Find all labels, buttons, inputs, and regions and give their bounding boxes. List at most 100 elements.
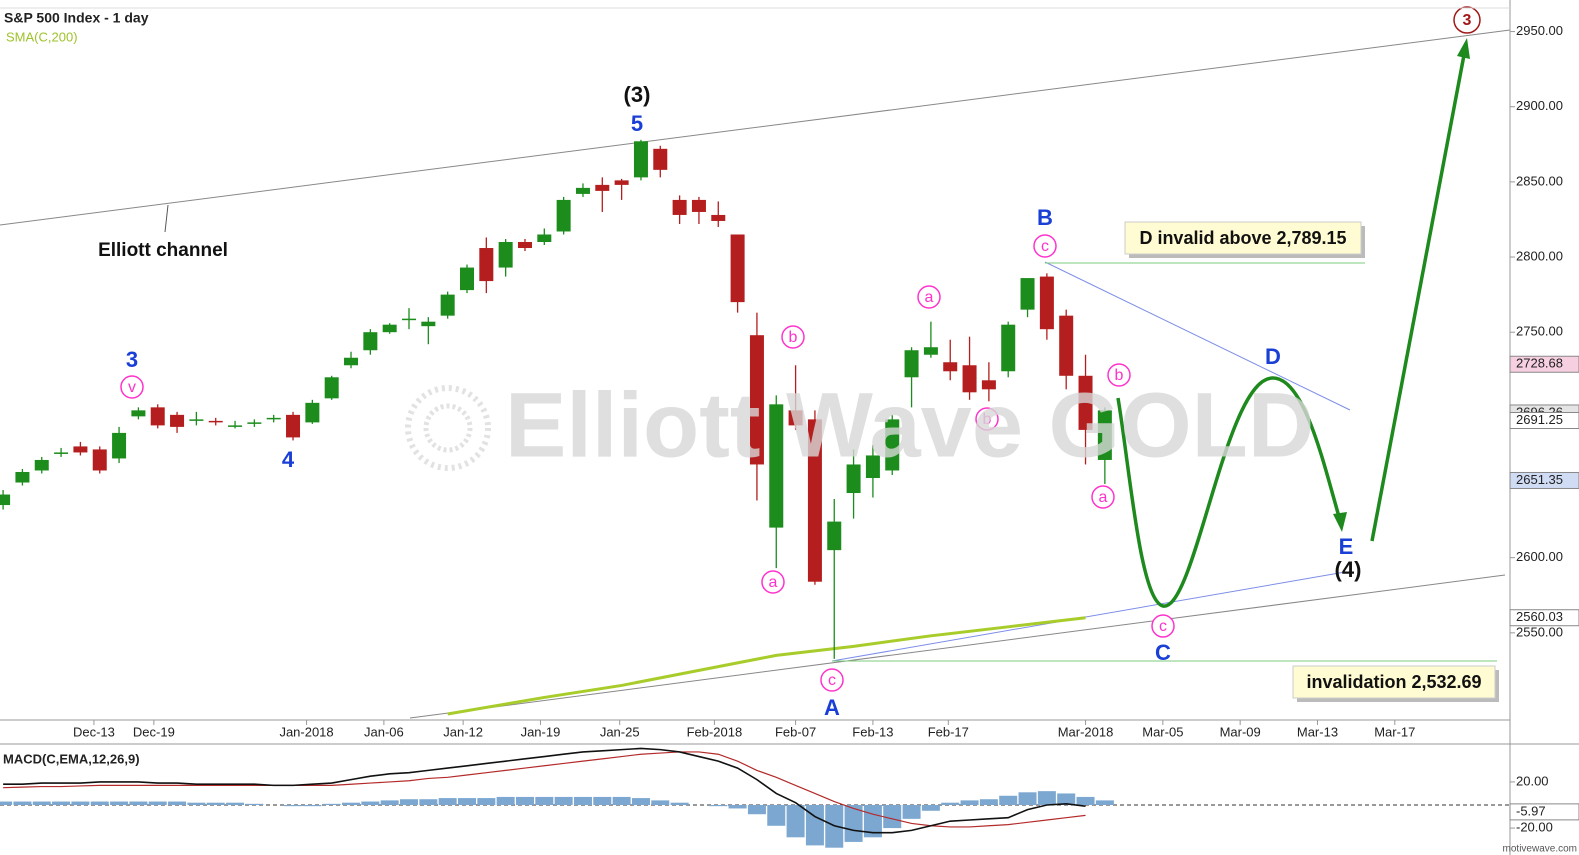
candle-body (324, 377, 339, 399)
candle-body (904, 350, 919, 378)
y-tick-label: 2550.00 (1516, 624, 1563, 639)
candle-body (807, 419, 822, 582)
histogram-bar (380, 800, 399, 805)
y-tick-label: 2750.00 (1516, 324, 1563, 339)
histogram-bar (554, 796, 573, 805)
candle-body (73, 446, 88, 453)
y-tick-label: 2850.00 (1516, 173, 1563, 188)
wave-label: c (1159, 618, 1167, 635)
x-tick-label: Jan-25 (600, 724, 640, 739)
histogram-bar (303, 805, 322, 807)
histogram-bar (902, 805, 921, 819)
histogram-bar (670, 802, 689, 805)
histogram-bar (226, 802, 245, 805)
channel-pointer (164, 204, 169, 233)
trend-line (831, 571, 1346, 662)
y-tick-label: 2950.00 (1516, 23, 1563, 38)
candle-body (189, 419, 204, 421)
note-box (1124, 221, 1362, 255)
histogram-bar (438, 798, 457, 805)
candle-body (1097, 410, 1112, 460)
candle-body (730, 234, 745, 303)
candle-body (962, 365, 977, 393)
candle-body (865, 455, 880, 478)
x-tick-label: Dec-13 (73, 724, 115, 739)
candle-body (653, 148, 668, 170)
y-tick-label: 2800.00 (1516, 248, 1563, 263)
wave-label: b (983, 411, 992, 428)
histogram-bar (1095, 800, 1114, 805)
candle-body (402, 318, 417, 321)
trend-line (1044, 261, 1351, 411)
watermark-logo (405, 385, 491, 471)
candle-body (170, 414, 185, 427)
wave-label-circle (761, 570, 785, 594)
y-tick-label: 20.00 (1516, 773, 1549, 788)
histogram-bar (457, 798, 476, 805)
price-marker (1509, 471, 1579, 489)
histogram-bar (284, 805, 303, 807)
candle-body (1078, 375, 1093, 430)
candle-body (286, 414, 301, 438)
candle-body (788, 410, 803, 426)
channel-line (0, 29, 1511, 226)
candle-body (1001, 324, 1016, 372)
histogram-bar (206, 802, 225, 805)
candle-body (34, 459, 49, 471)
macd-marker (1509, 803, 1579, 821)
watermark-logo (423, 403, 473, 453)
histogram-bar (515, 796, 534, 805)
candle-body (691, 199, 706, 212)
wave-label-circle (781, 325, 805, 349)
x-tick-label: Feb-13 (852, 724, 893, 739)
wave-label-circle (1453, 6, 1481, 34)
candle-body (247, 422, 262, 424)
x-tick-label: Mar-2018 (1058, 724, 1114, 739)
candle-body (827, 521, 842, 551)
macd-label: MACD(C,EMA,12,26,9) (3, 751, 140, 766)
x-tick-label: Feb-17 (928, 724, 969, 739)
wave-label-circle (1151, 614, 1175, 638)
histogram-bar (1076, 796, 1095, 805)
price-marker-label: 2691.25 (1516, 412, 1563, 427)
histogram-bar (342, 802, 361, 805)
histogram-bar (13, 801, 32, 805)
note-text: D invalid above 2,789.15 (1139, 228, 1346, 248)
wave-label: Elliott channel (98, 240, 228, 261)
x-tick-label: Jan-12 (443, 724, 483, 739)
candle-body (305, 402, 320, 423)
channel-line (409, 574, 1506, 719)
wave-label: B (1037, 205, 1053, 230)
histogram-bar (921, 805, 940, 811)
histogram-bar (419, 799, 438, 805)
note-box (1292, 665, 1496, 699)
histogram-bar (651, 800, 670, 805)
candle-body (228, 425, 243, 427)
candle-body (1059, 315, 1074, 376)
wave-label-circle (1107, 363, 1131, 387)
x-tick-label: Jan-2018 (279, 724, 333, 739)
histogram-bar (322, 803, 341, 805)
wave-label: a (925, 289, 934, 306)
histogram-bar (631, 798, 650, 805)
candle-body (943, 362, 958, 372)
price-marker-label: 2651.35 (1516, 472, 1563, 487)
candle-body (459, 267, 474, 291)
candle-body (556, 199, 571, 232)
candle-body (131, 410, 146, 417)
histogram-bar (52, 801, 71, 805)
wave-label: 4 (282, 447, 295, 472)
wave-label-circle (917, 285, 941, 309)
histogram-bar (844, 805, 863, 842)
candle-body (479, 248, 494, 282)
histogram-bar (129, 801, 148, 805)
wave-label: (4) (1335, 557, 1362, 582)
x-tick-label: Mar-09 (1220, 724, 1261, 739)
candle-body (517, 242, 532, 249)
histogram-bar (747, 805, 766, 815)
histogram-bar (709, 805, 728, 807)
histogram-bar (400, 799, 419, 805)
sma-label: SMA(C,200) (6, 29, 78, 44)
macd-marker-label: -5.97 (1516, 803, 1546, 818)
